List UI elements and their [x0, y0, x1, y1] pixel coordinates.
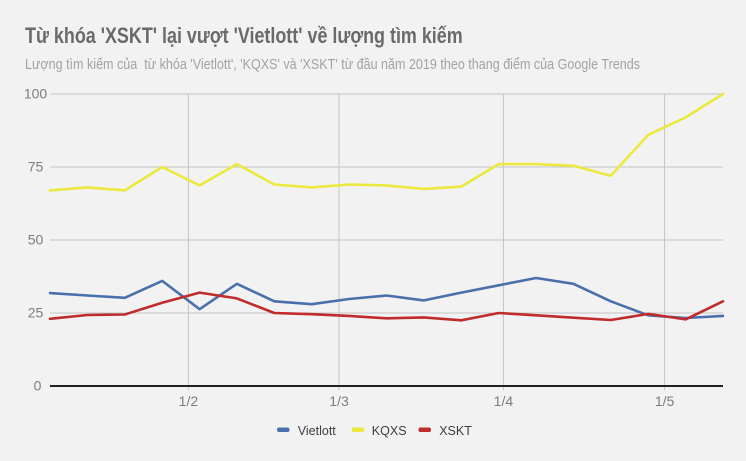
svg-text:1/2: 1/2	[179, 393, 199, 409]
svg-text:75: 75	[28, 159, 44, 175]
svg-text:0: 0	[34, 378, 42, 394]
svg-text:Vietlott: Vietlott	[298, 424, 337, 438]
svg-text:25: 25	[28, 305, 44, 321]
svg-text:KQXS: KQXS	[372, 424, 407, 438]
svg-text:100: 100	[24, 86, 48, 102]
svg-text:1/4: 1/4	[494, 393, 514, 409]
svg-text:50: 50	[28, 232, 44, 248]
svg-text:1/3: 1/3	[329, 393, 349, 409]
svg-text:XSKT: XSKT	[439, 424, 472, 438]
svg-text:1/5: 1/5	[655, 393, 675, 409]
